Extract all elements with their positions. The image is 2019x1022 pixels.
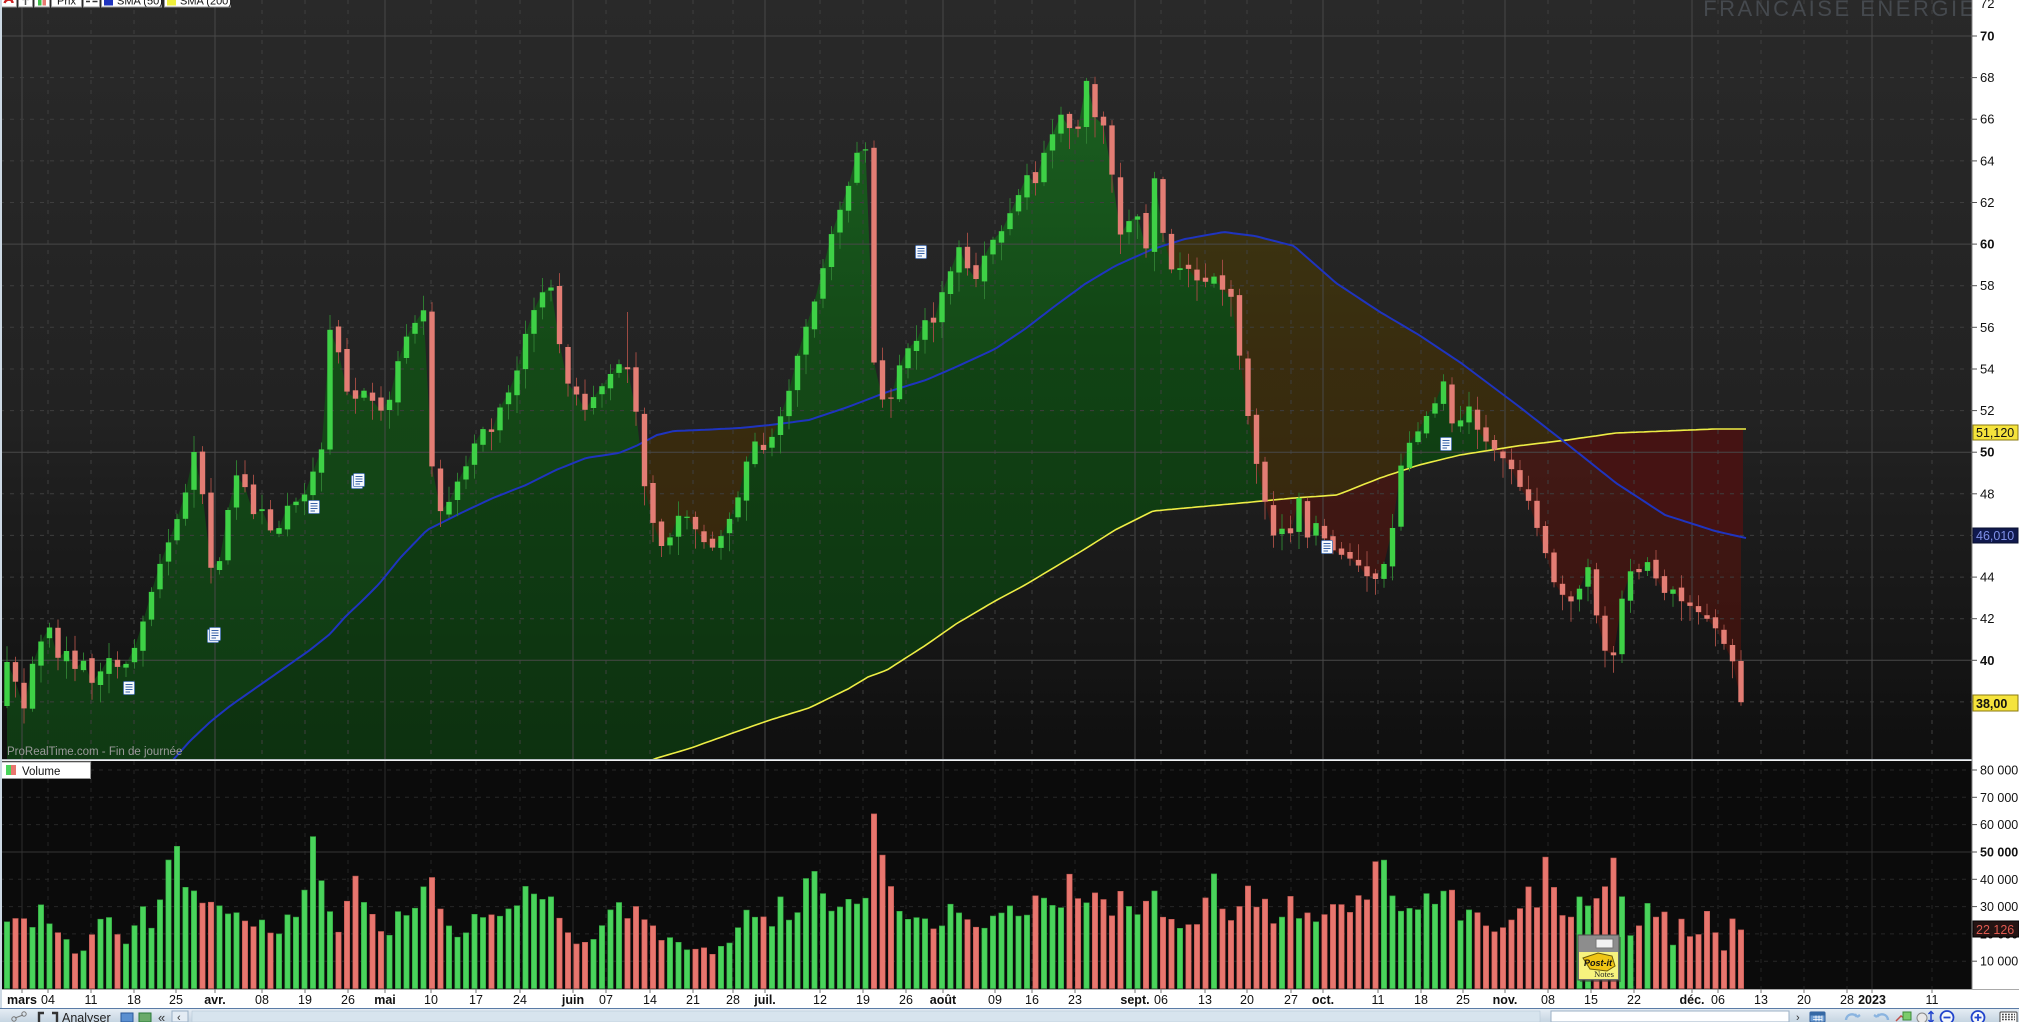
svg-text:11: 11: [1926, 993, 1939, 1007]
svg-text:56: 56: [1980, 320, 1994, 335]
svg-text:2023: 2023: [1858, 993, 1886, 1007]
svg-text:70 000: 70 000: [1980, 791, 2018, 805]
svg-text:06: 06: [1154, 993, 1168, 1007]
svg-text:avr.: avr.: [204, 993, 226, 1007]
svg-text:‹: ‹: [177, 1012, 181, 1022]
svg-text:›: ›: [1796, 1012, 1800, 1022]
svg-text:50: 50: [1980, 445, 1994, 460]
svg-text:SMA (50): SMA (50): [117, 0, 163, 8]
svg-text:58: 58: [1980, 278, 1994, 293]
svg-text:22: 22: [1627, 993, 1641, 1007]
svg-text:60 000: 60 000: [1980, 818, 2018, 832]
svg-text:19: 19: [298, 993, 312, 1007]
svg-text:26: 26: [341, 993, 355, 1007]
svg-text:25: 25: [1456, 993, 1470, 1007]
svg-text:42: 42: [1980, 611, 1994, 626]
svg-text:07: 07: [599, 993, 613, 1007]
svg-text:08: 08: [255, 993, 269, 1007]
svg-text:04: 04: [41, 993, 55, 1007]
svg-text:11: 11: [85, 993, 98, 1007]
svg-text:25: 25: [169, 993, 183, 1007]
svg-text:40 000: 40 000: [1980, 873, 2018, 887]
svg-text:22 126: 22 126: [1976, 923, 2014, 937]
svg-text:28: 28: [1840, 993, 1854, 1007]
svg-text:68: 68: [1980, 70, 1994, 85]
svg-text:62: 62: [1980, 195, 1994, 210]
svg-text:72: 72: [1980, 0, 1994, 11]
svg-text:«: «: [158, 1010, 165, 1022]
svg-text:juin: juin: [561, 993, 584, 1007]
svg-text:17: 17: [469, 993, 483, 1007]
svg-text:66: 66: [1980, 112, 1994, 127]
svg-text:12: 12: [813, 993, 827, 1007]
svg-text:80 000: 80 000: [1980, 764, 2018, 778]
svg-text:44: 44: [1980, 570, 1994, 585]
svg-text:14: 14: [643, 993, 657, 1007]
svg-text:15: 15: [1584, 993, 1598, 1007]
svg-text:Post-it: Post-it: [1584, 958, 1613, 968]
svg-text:oct.: oct.: [1312, 993, 1334, 1007]
svg-text:Notes: Notes: [1594, 969, 1614, 979]
svg-text:13: 13: [1198, 993, 1212, 1007]
svg-text:11: 11: [1372, 993, 1385, 1007]
svg-text:70: 70: [1980, 29, 1994, 44]
svg-text:10 000: 10 000: [1980, 955, 2018, 969]
svg-text:ProRealTime.com - Fin de journ: ProRealTime.com - Fin de journée: [7, 746, 182, 758]
svg-text:déc.: déc.: [1679, 993, 1704, 1007]
svg-text:13: 13: [1754, 993, 1768, 1007]
svg-text:54: 54: [1980, 362, 1994, 377]
svg-text:Prix: Prix: [57, 0, 76, 8]
svg-text:28: 28: [726, 993, 740, 1007]
svg-text:sept.: sept.: [1120, 993, 1149, 1007]
svg-text:nov.: nov.: [1493, 993, 1518, 1007]
svg-text:18: 18: [127, 993, 141, 1007]
svg-text:09: 09: [988, 993, 1002, 1007]
svg-text:10: 10: [424, 993, 438, 1007]
svg-text:24: 24: [513, 993, 527, 1007]
svg-text:16: 16: [1025, 993, 1039, 1007]
svg-text:50 000: 50 000: [1980, 846, 2018, 860]
svg-text:30 000: 30 000: [1980, 900, 2018, 914]
svg-text:06: 06: [1711, 993, 1725, 1007]
svg-text:40: 40: [1980, 653, 1994, 668]
svg-text:52: 52: [1980, 403, 1994, 418]
svg-text:64: 64: [1980, 153, 1994, 168]
svg-text:juil.: juil.: [753, 993, 776, 1007]
svg-text:mars: mars: [7, 993, 37, 1007]
svg-text:46,010: 46,010: [1976, 529, 2014, 543]
svg-text:FRANCAISE ENERGIE: FRANCAISE ENERGIE: [1703, 0, 1977, 21]
svg-text:mai: mai: [374, 993, 396, 1007]
svg-text:21: 21: [686, 993, 700, 1007]
svg-text:août: août: [930, 993, 957, 1007]
svg-text:Volume: Volume: [22, 766, 60, 778]
svg-text:18: 18: [1414, 993, 1428, 1007]
svg-text:27: 27: [1284, 993, 1298, 1007]
svg-text:48: 48: [1980, 486, 1994, 501]
svg-text:51,120: 51,120: [1976, 426, 2014, 440]
svg-text:SMA (200): SMA (200): [180, 0, 232, 8]
svg-text:60: 60: [1980, 237, 1994, 252]
svg-text:20: 20: [1240, 993, 1254, 1007]
svg-text:08: 08: [1541, 993, 1555, 1007]
svg-text:23: 23: [1068, 993, 1082, 1007]
svg-text:26: 26: [899, 993, 913, 1007]
svg-text:38,00: 38,00: [1976, 697, 2007, 711]
svg-text:19: 19: [856, 993, 870, 1007]
svg-text:Analyser: Analyser: [62, 1011, 111, 1022]
svg-text:20: 20: [1797, 993, 1811, 1007]
